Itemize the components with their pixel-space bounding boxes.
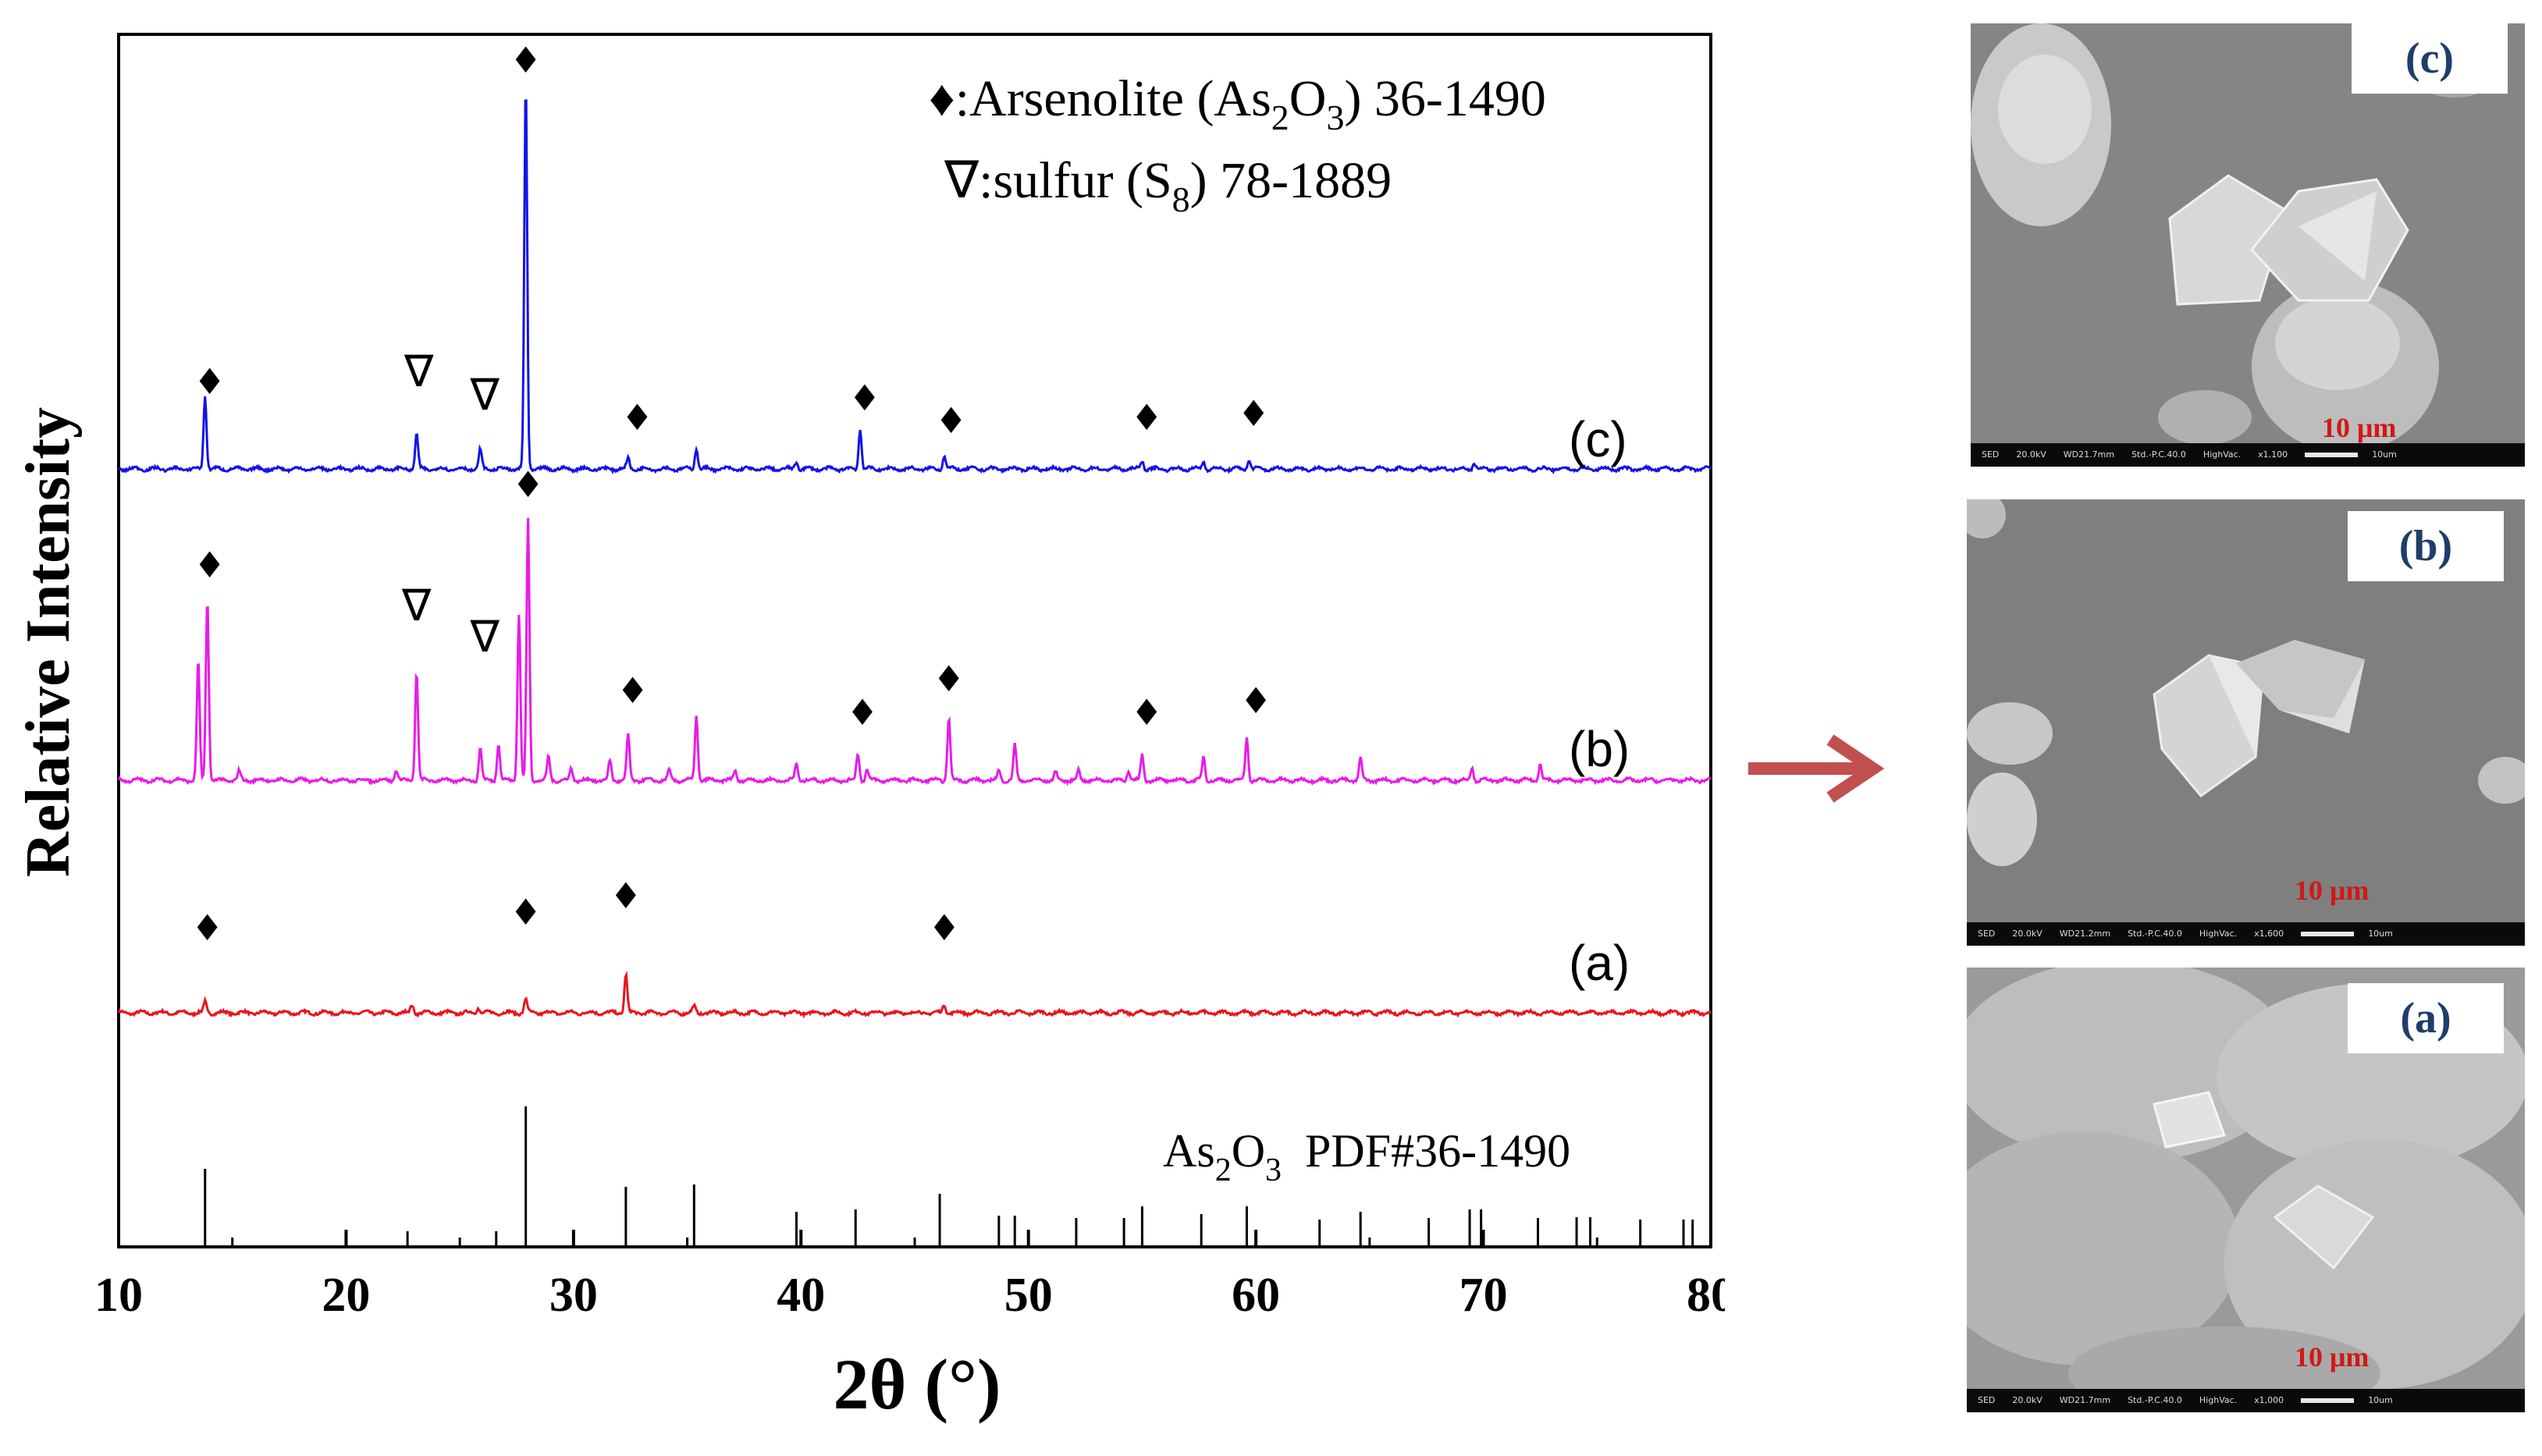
plot-frame [117,33,1712,1248]
sem-panel-label: (a) [2348,983,2504,1053]
arsenolite-marker: ♦ [191,907,223,949]
x-axis-ticks: 10 20 30 40 50 60 70 80 [94,1230,1725,1322]
x-tick-label: 70 [1459,1269,1508,1322]
arsenolite-marker: ♦ [928,907,960,949]
sem-scale-bar [2305,453,2359,457]
sem-info-bar: SED 20.0kV WD21.2mm Std.-P.C.40.0 HighVac. x1… [1967,922,2525,946]
arsenolite-marker: ♦ [510,39,542,81]
reference-pattern [204,1106,1694,1247]
sem-scale-text: 10 μm [2322,412,2397,443]
sem-panel-label: (b) [2348,511,2504,581]
sem-image-c: (c) 10 μm SED 20.0kV WD21.7mm Std.-P.C.40.0… [1971,23,2525,467]
series-curve-a [117,970,1712,1019]
arrow-icon [1748,734,1885,803]
arsenolite-marker: ♦ [1238,392,1270,435]
xrd-curves [117,99,1712,1019]
reference-label: As2O3 PDF#36-1490 [1163,1125,1570,1188]
arsenolite-marker: ♦ [933,658,965,700]
series-label-c: (c) [1569,411,1627,467]
sem-image-b: (b) 10 μm SED 20.0kV WD21.2mm Std.-P.C.40.0… [1967,499,2525,946]
series-label-b: (b) [1569,721,1630,777]
legend-triangle-symbol: ∇ [944,152,979,209]
arsenolite-marker: ♦ [610,875,642,917]
sem-scale-text: 10 μm [2295,1341,2370,1373]
x-tick-label: 60 [1232,1269,1280,1322]
legend-sulfur: ∇:sulfur (S8) 78-1889 [944,152,1392,219]
legend-arsenolite: ♦:Arsenolite (As2O3) 36-1490 [929,70,1546,137]
sem-info-bar: SED 20.0kV WD21.7mm Std.-P.C.40.0 HighVac. x1… [1971,443,2525,467]
sulfur-marker: ∇ [404,346,434,397]
series-label-a: (a) [1569,935,1630,991]
series-curve-c [118,99,1712,475]
arsenolite-marker: ♦ [848,377,880,419]
y-axis-label: Relative Intensity [14,407,83,877]
arsenolite-marker: ♦ [512,463,544,506]
sulfur-marker: ∇ [469,612,500,662]
sem-scale-bar [2301,1398,2355,1403]
x-tick-label: 10 [94,1269,143,1322]
sem-scale-text: 10 μm [2295,875,2370,906]
x-tick-label: 20 [322,1269,370,1322]
arsenolite-marker: ♦ [1131,691,1163,733]
arsenolite-marker: ♦ [1240,680,1272,722]
sem-panel-label: (c) [2352,23,2508,94]
legend-diamond-symbol: ♦ [929,70,955,127]
arsenolite-marker: ♦ [846,691,878,733]
arsenolite-marker: ♦ [194,544,226,586]
sem-image-a: (a) 10 μm SED 20.0kV WD21.7mm Std.-P.C.40.0… [1967,968,2525,1412]
xrd-chart: 10 20 30 40 50 60 70 80 ♦ ♦ ♦ ♦ ♦ ∇ ∇ ♦ ♦ ♦ ♦ ♦ ♦ ♦ ∇ ∇ ♦ ♦ ♦ ♦ ♦ ♦ … [14,33,1725,1424]
arsenolite-marker: ♦ [617,669,649,712]
sem-micrograph-c [1971,23,2525,467]
sem-info-bar: SED 20.0kV WD21.7mm Std.-P.C.40.0 HighVac. x1… [1967,1389,2525,1412]
sulfur-marker: ∇ [401,581,432,631]
sulfur-marker: ∇ [469,370,500,421]
x-tick-label: 30 [549,1269,598,1322]
arsenolite-marker: ♦ [1131,396,1163,439]
arsenolite-marker: ♦ [510,891,542,933]
arsenolite-marker: ♦ [621,396,653,439]
x-axis-label: 2θ (°) [833,1344,1001,1424]
peak-markers: ♦ ♦ ♦ ♦ ♦ ∇ ∇ ♦ ♦ ♦ ♦ ♦ ♦ ♦ ∇ ∇ ♦ ♦ ♦ ♦ ♦ ♦ [191,39,1272,949]
x-tick-label: 40 [777,1269,825,1322]
sem-scale-bar [2301,932,2355,936]
arsenolite-marker: ♦ [194,360,226,403]
series-curve-b [117,517,1712,787]
arsenolite-marker: ♦ [935,400,967,442]
x-tick-label: 80 [1687,1269,1725,1322]
x-tick-label: 50 [1004,1269,1053,1322]
